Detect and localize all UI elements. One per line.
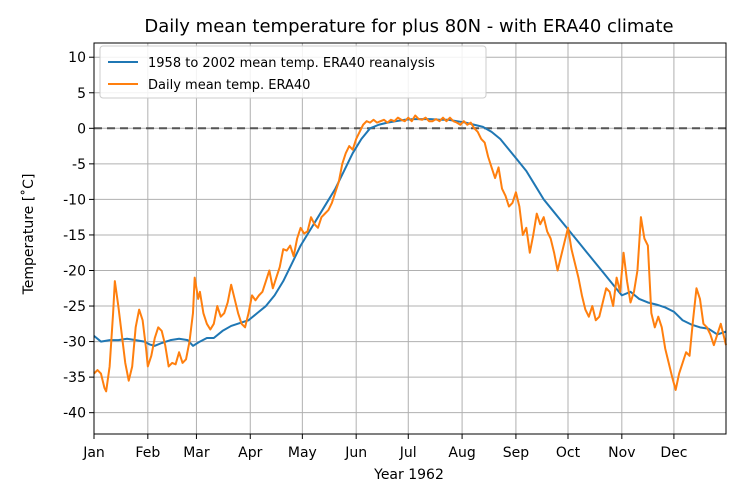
x-axis: Jan Feb Mar Apr May Jun Jul Aug Sep Oct Nov Dec bbox=[82, 434, 687, 461]
x-tick-label: Nov bbox=[608, 445, 635, 461]
y-tick-label: -15 bbox=[63, 228, 86, 244]
x-tick-label: Jul bbox=[399, 445, 417, 461]
y-axis: 10 5 0 -5 -10 -15 -20 -25 -30 -35 -40 bbox=[63, 50, 94, 422]
x-tick-label: Mar bbox=[183, 445, 210, 461]
y-axis-label: Temperature [˚C] bbox=[20, 174, 37, 296]
y-tick-label: 0 bbox=[77, 121, 86, 137]
x-tick-label: Dec bbox=[660, 445, 687, 461]
x-tick-label: Oct bbox=[556, 445, 581, 461]
legend-label-daily: Daily mean temp. ERA40 bbox=[148, 78, 310, 93]
y-tick-label: -25 bbox=[63, 299, 86, 315]
y-tick-label: -20 bbox=[63, 263, 86, 279]
chart-title: Daily mean temperature for plus 80N - wi… bbox=[144, 16, 673, 37]
y-tick-label: -35 bbox=[63, 370, 86, 386]
legend: 1958 to 2002 mean temp. ERA40 reanalysis… bbox=[99, 45, 487, 99]
x-axis-label: Year 1962 bbox=[373, 467, 444, 483]
plot-frame bbox=[93, 42, 727, 435]
grid bbox=[93, 43, 726, 434]
x-tick-label: May bbox=[288, 445, 317, 461]
x-tick-label: Aug bbox=[448, 445, 475, 461]
series-line-daily bbox=[93, 114, 727, 393]
legend-box bbox=[99, 45, 487, 99]
y-tick-label: 5 bbox=[77, 86, 86, 102]
y-tick-label: 10 bbox=[68, 50, 86, 66]
series-line-reanalysis bbox=[93, 118, 727, 347]
x-tick-label: Feb bbox=[135, 445, 160, 461]
y-tick-label: -10 bbox=[63, 192, 86, 208]
x-tick-label: Sep bbox=[503, 445, 530, 461]
x-tick-label: Jan bbox=[82, 445, 105, 461]
x-tick-label: Apr bbox=[238, 445, 262, 461]
y-tick-label: -30 bbox=[63, 335, 86, 351]
y-tick-label: -40 bbox=[63, 406, 86, 422]
y-tick-label: -5 bbox=[72, 157, 86, 173]
x-tick-label: Jun bbox=[344, 445, 367, 461]
legend-label-reanalysis: 1958 to 2002 mean temp. ERA40 reanalysis bbox=[148, 56, 435, 71]
series-layer bbox=[93, 114, 727, 393]
